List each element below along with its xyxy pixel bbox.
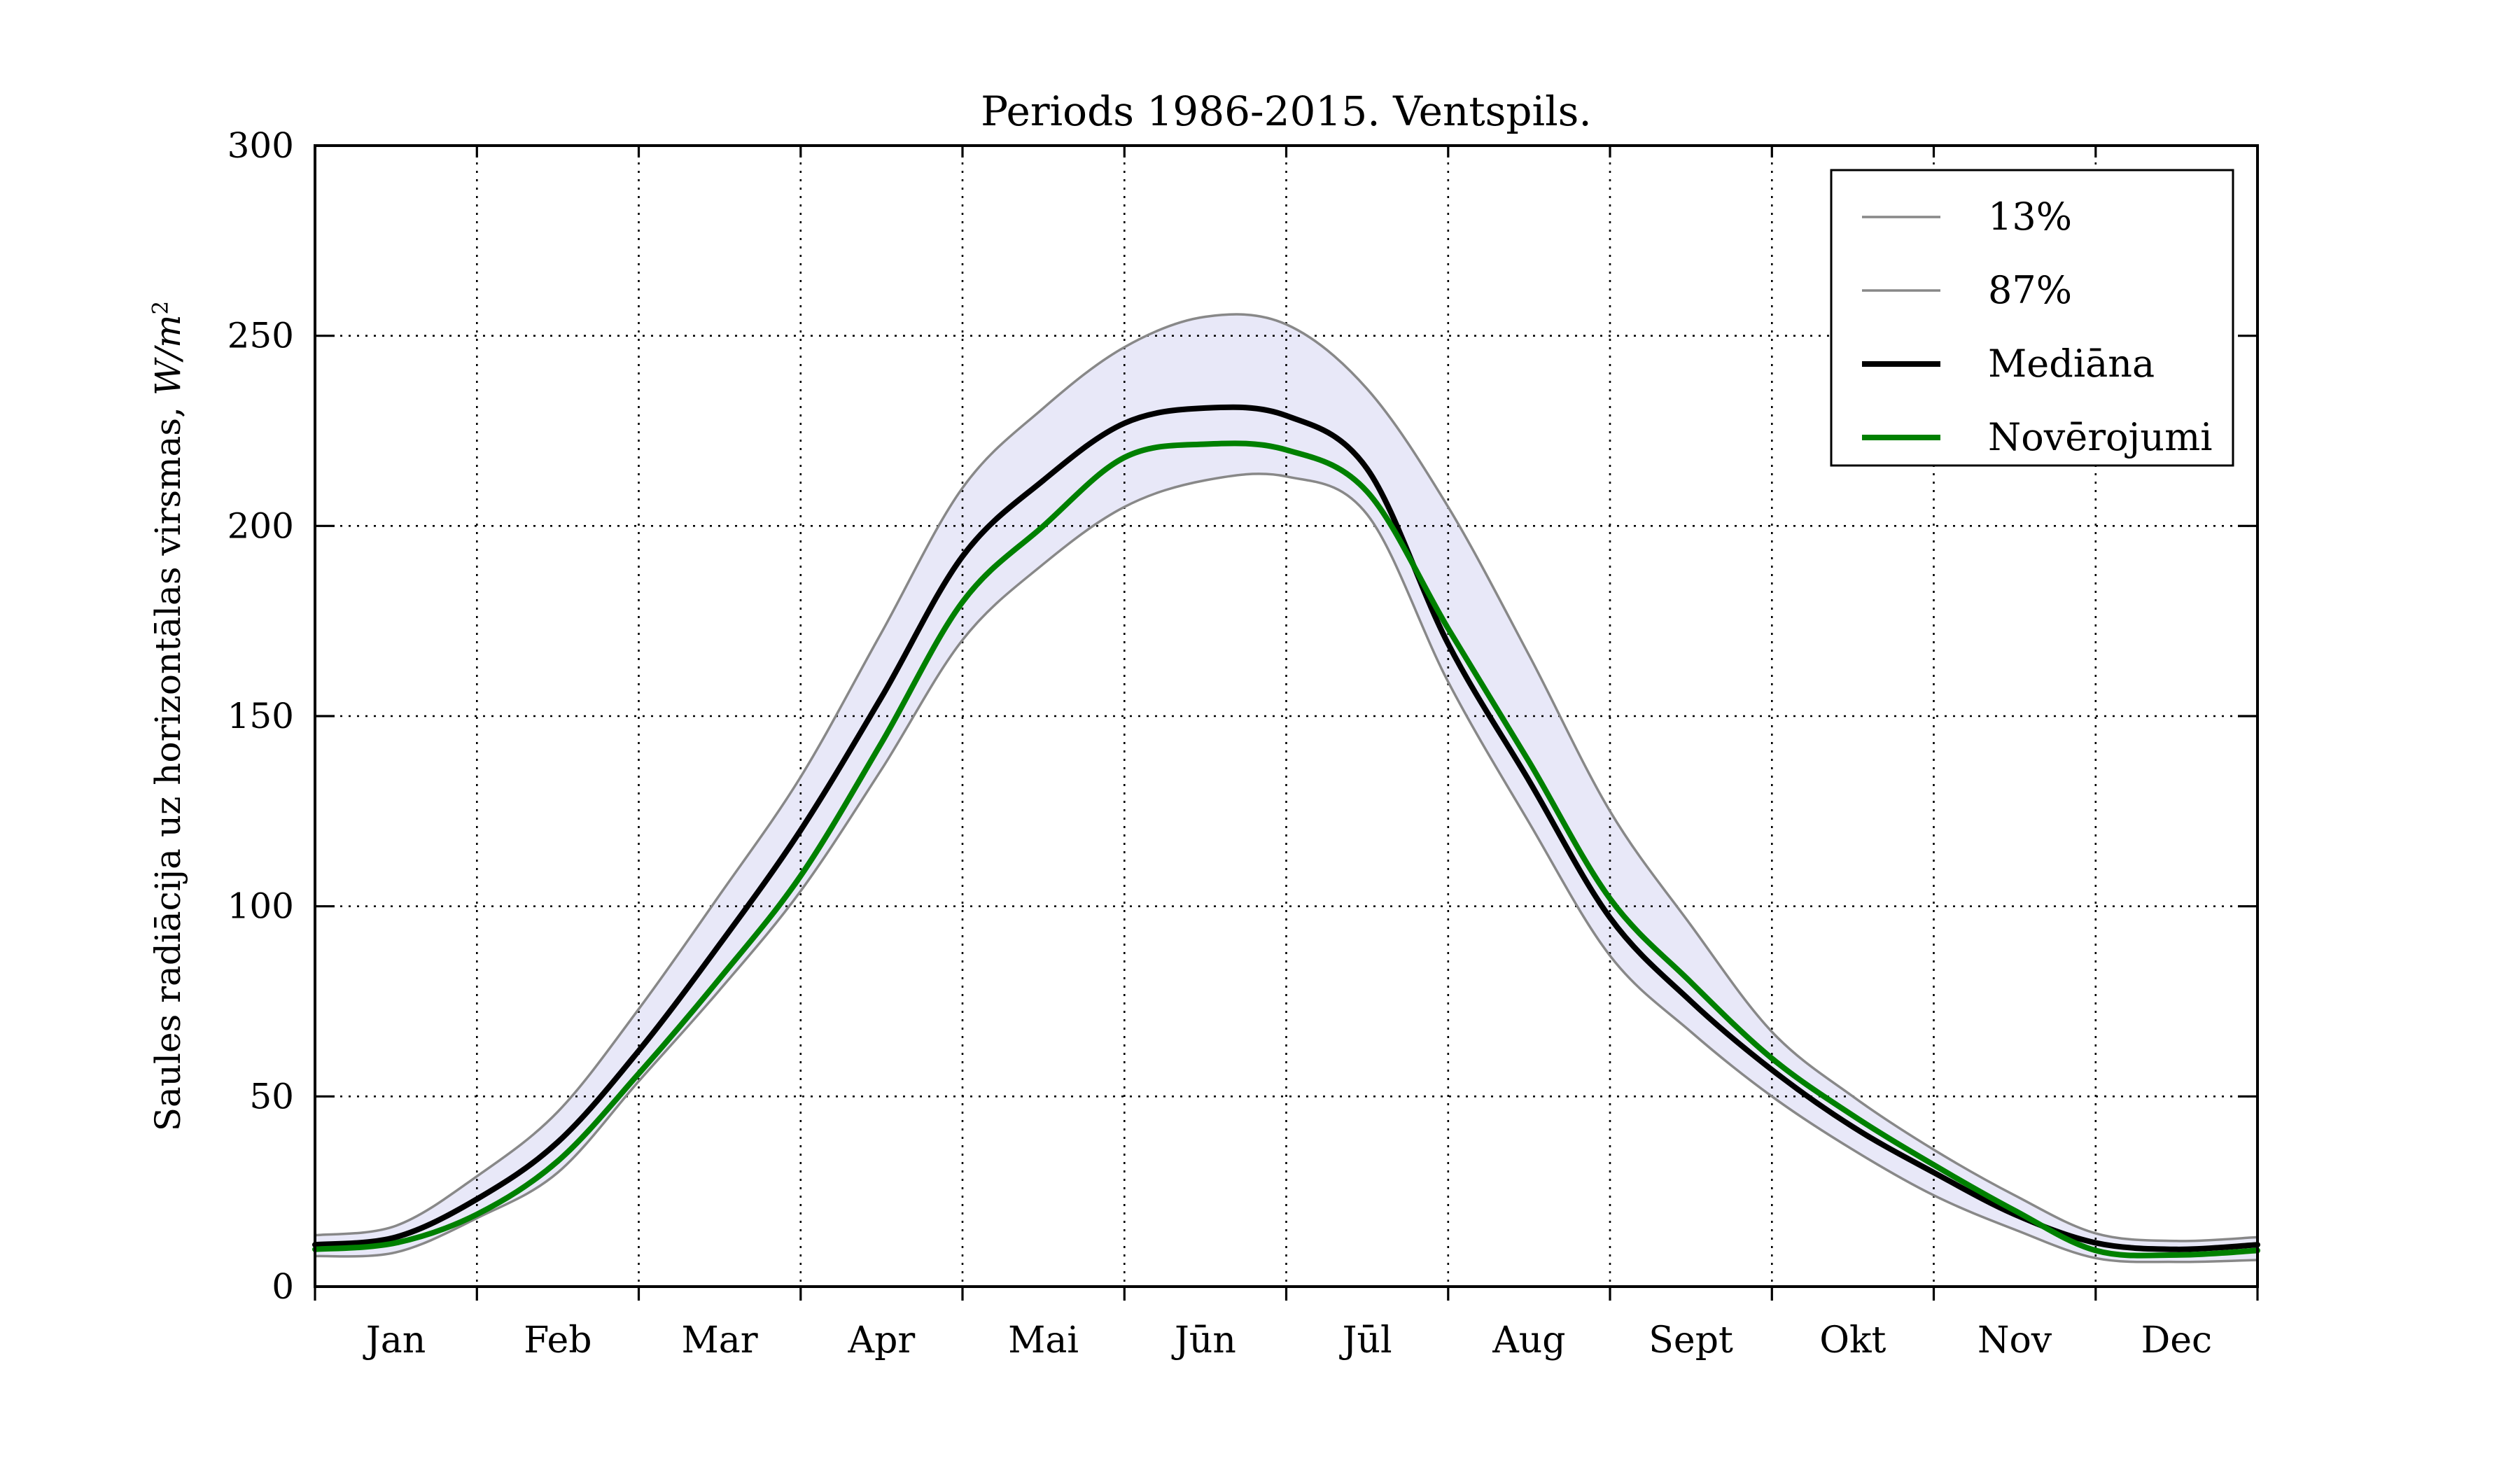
series-line-nov-rojumi — [312, 440, 2260, 1259]
legend-box — [1830, 169, 2234, 467]
x-tick-label: Okt — [1819, 1320, 1886, 1362]
x-tick-label: Jan — [363, 1320, 426, 1362]
x-tick-label: Feb — [524, 1320, 592, 1362]
series-line-medi-na — [312, 404, 2260, 1252]
y-tick-label: 100 — [227, 886, 294, 927]
series-line-13- — [314, 472, 2259, 1264]
legend-label: Mediāna — [1988, 342, 2155, 386]
x-tick-label: Jūl — [1339, 1320, 1392, 1362]
x-tick-label: Apr — [848, 1320, 916, 1362]
x-tick-label: Aug — [1492, 1320, 1565, 1362]
x-tick-label: Jūn — [1171, 1320, 1236, 1362]
x-tick-label: Mai — [1008, 1320, 1079, 1362]
y-tick-label: 150 — [227, 696, 294, 736]
y-tick-label: 0 — [272, 1266, 294, 1307]
legend-label: 13% — [1988, 195, 2072, 239]
x-tick-label: Dec — [2141, 1320, 2213, 1362]
y-tick-label: 200 — [227, 505, 294, 546]
y-tick-label: 300 — [227, 125, 294, 166]
x-tick-label: Mar — [682, 1320, 758, 1362]
x-tick-label: Nov — [1977, 1320, 2052, 1362]
y-tick-label: 250 — [227, 316, 294, 356]
legend-label: Novērojumi — [1988, 415, 2213, 459]
percentile-band — [315, 314, 2258, 1262]
x-tick-label: Sept — [1648, 1320, 1733, 1362]
legend-label: 87% — [1988, 268, 2072, 312]
y-tick-label: 50 — [249, 1076, 294, 1116]
series-line-87- — [314, 313, 2259, 1242]
chart-title: Periods 1986-2015. Ventspils. — [981, 88, 1592, 135]
